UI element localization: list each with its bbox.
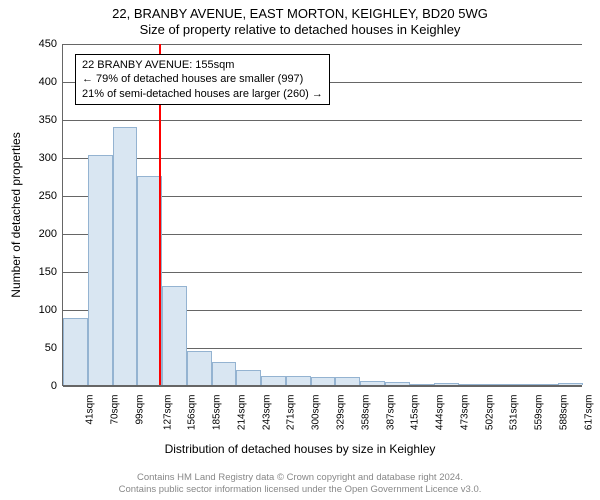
y-tick-label: 250 xyxy=(39,190,63,202)
y-tick-label: 100 xyxy=(39,304,63,316)
histogram-bar xyxy=(311,377,336,385)
x-tick-label: 271sqm xyxy=(286,395,297,431)
x-tick-label: 70sqm xyxy=(110,395,121,425)
x-tick-label: 214sqm xyxy=(236,395,247,431)
histogram-bar xyxy=(63,318,88,385)
histogram-bar xyxy=(335,377,360,385)
footer-line1: Contains HM Land Registry data © Crown c… xyxy=(119,472,482,484)
x-tick-label: 243sqm xyxy=(261,395,272,431)
histogram-bar xyxy=(261,376,286,385)
histogram-bar xyxy=(459,384,484,385)
x-tick-label: 473sqm xyxy=(459,395,470,431)
x-tick-label: 502sqm xyxy=(484,395,495,431)
y-tick-label: 0 xyxy=(51,380,63,392)
histogram-bar xyxy=(509,384,534,385)
histogram-bar xyxy=(558,383,583,385)
x-tick-label: 185sqm xyxy=(211,395,222,431)
y-tick-label: 400 xyxy=(39,76,63,88)
attribution-footer: Contains HM Land Registry data © Crown c… xyxy=(119,472,482,496)
grid-line xyxy=(63,158,582,159)
title-address: 22, BRANBY AVENUE, EAST MORTON, KEIGHLEY… xyxy=(0,6,600,22)
histogram-bar xyxy=(187,351,212,385)
y-tick-label: 150 xyxy=(39,266,63,278)
histogram-chart: 22, BRANBY AVENUE, EAST MORTON, KEIGHLEY… xyxy=(0,0,600,500)
x-tick-label: 444sqm xyxy=(434,395,445,431)
grid-line xyxy=(63,44,582,45)
x-tick-label: 531sqm xyxy=(509,395,520,431)
histogram-bar xyxy=(533,384,558,385)
x-tick-label: 41sqm xyxy=(85,395,96,425)
x-tick-label: 300sqm xyxy=(311,395,322,431)
histogram-bar xyxy=(162,286,187,385)
annotation-box: 22 BRANBY AVENUE: 155sqm← 79% of detache… xyxy=(75,54,330,105)
histogram-bar xyxy=(212,362,237,385)
x-tick-label: 387sqm xyxy=(385,395,396,431)
y-axis-label: Number of detached properties xyxy=(9,132,23,297)
x-axis-label: Distribution of detached houses by size … xyxy=(165,442,436,456)
histogram-bar xyxy=(360,381,385,385)
annotation-line: 21% of semi-detached houses are larger (… xyxy=(82,87,323,101)
x-tick-label: 99sqm xyxy=(134,395,145,425)
histogram-bar xyxy=(484,384,509,385)
annotation-line: ← 79% of detached houses are smaller (99… xyxy=(82,72,323,86)
annotation-line: 22 BRANBY AVENUE: 155sqm xyxy=(82,58,323,72)
x-tick-label: 329sqm xyxy=(335,395,346,431)
y-tick-label: 450 xyxy=(39,38,63,50)
x-tick-label: 588sqm xyxy=(558,395,569,431)
y-tick-label: 350 xyxy=(39,114,63,126)
y-tick-label: 300 xyxy=(39,152,63,164)
title-subtitle: Size of property relative to detached ho… xyxy=(0,22,600,38)
histogram-bar xyxy=(286,376,311,385)
x-tick-label: 617sqm xyxy=(583,395,594,431)
histogram-bar xyxy=(88,155,113,385)
y-tick-label: 200 xyxy=(39,228,63,240)
x-tick-label: 127sqm xyxy=(162,395,173,431)
grid-line xyxy=(63,120,582,121)
histogram-bar xyxy=(113,127,138,385)
histogram-bar xyxy=(236,370,261,385)
grid-line xyxy=(63,386,582,387)
y-tick-label: 50 xyxy=(45,342,63,354)
plot-area: 05010015020025030035040045041sqm70sqm99s… xyxy=(62,44,582,386)
histogram-bar xyxy=(385,382,410,385)
histogram-bar xyxy=(434,383,459,385)
x-tick-label: 156sqm xyxy=(187,395,198,431)
x-tick-label: 358sqm xyxy=(360,395,371,431)
chart-title: 22, BRANBY AVENUE, EAST MORTON, KEIGHLEY… xyxy=(0,0,600,39)
x-tick-label: 415sqm xyxy=(410,395,421,431)
footer-line2: Contains public sector information licen… xyxy=(119,484,482,496)
histogram-bar xyxy=(410,384,435,385)
x-tick-label: 559sqm xyxy=(533,395,544,431)
